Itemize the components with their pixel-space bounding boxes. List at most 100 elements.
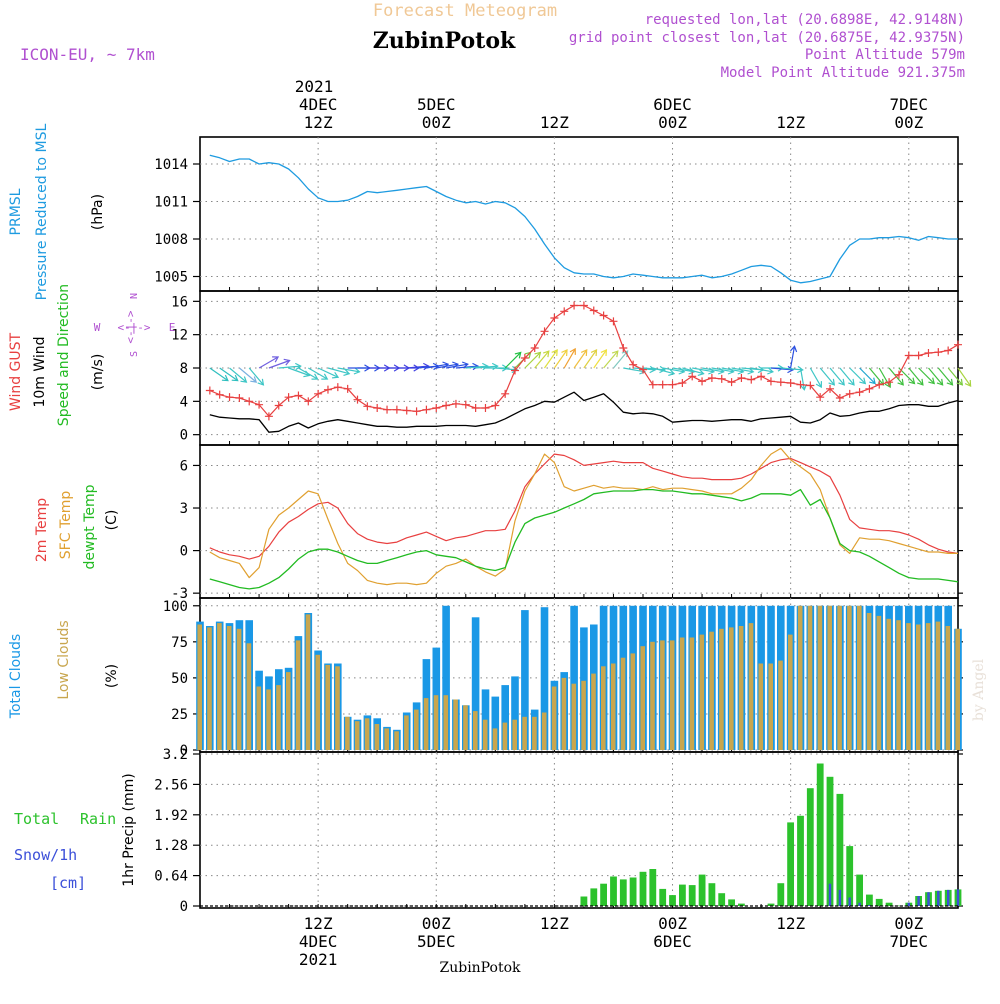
bottom-axis-hour: 00Z [894, 914, 923, 933]
gust-marker [806, 381, 815, 390]
wind-arrow-shaft [504, 351, 522, 369]
low-cloud-bar [286, 672, 291, 750]
wind-arrow-head [423, 362, 430, 371]
wind-arrow-head [250, 376, 258, 383]
wind-arrow-shaft [298, 367, 318, 380]
gust-marker [422, 405, 431, 414]
snow-bar [907, 902, 910, 906]
low-cloud-bar [354, 721, 360, 750]
y-tick-label: 3.2 [163, 747, 188, 763]
low-cloud-bar [384, 728, 389, 750]
low-cloud-bar [935, 621, 941, 750]
low-cloud-bar [345, 716, 350, 750]
wind-arrow-shaft [672, 367, 695, 373]
wind-arrow-shaft [288, 367, 310, 377]
pressure-line [209, 154, 958, 284]
total-cloud-bar [501, 685, 509, 750]
wind-arrow-head [283, 358, 291, 366]
snow-bar [828, 883, 832, 906]
wind-arrow-shaft [455, 365, 478, 369]
rain-bar [580, 896, 588, 906]
y-tick-label: 0 [180, 743, 188, 759]
low-cloud-bar [374, 724, 380, 750]
gust-marker [599, 311, 608, 320]
snow-bar [956, 889, 960, 906]
gust-marker [648, 380, 657, 389]
wind-arrow-head [787, 365, 795, 374]
wind-arrow-shaft [849, 367, 866, 385]
low-cloud-bar [226, 626, 232, 750]
rain-bar [875, 898, 883, 906]
wind-arrow-shaft [445, 363, 468, 369]
wind-arrow-shaft [839, 367, 855, 386]
gust-marker [865, 384, 874, 393]
wind-arrow-head [353, 367, 361, 375]
low-cloud-bar [709, 631, 714, 750]
dewpoint-line [209, 488, 959, 590]
gust-marker [934, 348, 943, 357]
wind-arrow-shaft [209, 367, 229, 382]
wind-arrow-shaft [780, 367, 803, 371]
bottom-axis-hour: 00Z [422, 914, 451, 933]
wind-arrow-shaft [307, 367, 328, 380]
wind-arrow-head [472, 362, 480, 371]
gust-marker [491, 401, 500, 410]
wind-arrow-head [231, 374, 239, 382]
rain-bar [718, 893, 726, 906]
bottom-axis-hour: 12Z [776, 914, 805, 933]
low-cloud-bar [916, 624, 921, 750]
gust-marker [264, 412, 273, 421]
low-cloud-bar [778, 660, 783, 750]
bottom-axis-date: 7DEC [890, 932, 929, 951]
gust-marker [205, 386, 214, 395]
low-cloud-bar [581, 680, 586, 750]
pressure-label-short: PRMSL [8, 188, 24, 235]
low-cloud-bar [325, 664, 330, 750]
wind-arrow-head [501, 364, 509, 372]
panel-frame [199, 136, 959, 292]
wind-arrow-shaft [268, 359, 290, 369]
rain-bar [708, 883, 716, 906]
gust-marker [520, 354, 529, 362]
gust-marker [816, 393, 825, 402]
wind-arrow-shaft [937, 367, 953, 386]
wind-arrow-head [257, 378, 265, 386]
low-cloud-bar [955, 628, 960, 750]
pressure-unit: (hPa) [90, 194, 106, 230]
low-cloud-bar [433, 695, 439, 750]
wind-direction-label: Speed and Direction [56, 284, 72, 426]
wind-arrow-head [799, 383, 808, 391]
y-tick-label: 16 [171, 294, 188, 310]
wind-arrow-shaft [790, 346, 796, 369]
gust-marker [619, 344, 628, 352]
low-cloud-bar [620, 657, 626, 750]
gust-marker [717, 374, 726, 383]
wind-arrow-shaft [258, 356, 279, 369]
low-cloud-bar [246, 643, 252, 750]
gust-marker [284, 393, 293, 402]
gust-marker [323, 385, 332, 394]
wind-arrow-head [964, 379, 972, 387]
gust-marker [579, 301, 588, 310]
top-axis-date: 4DEC [299, 95, 338, 114]
low-cloud-bar [650, 641, 655, 750]
pressure-label-long: Pressure Reduced to MSL [34, 123, 50, 300]
low-cloud-bar [541, 712, 547, 750]
rain-bar [649, 869, 657, 906]
rain-bar [698, 874, 706, 906]
point-altitude: Point Altitude 579m [805, 47, 965, 63]
rain-bar [738, 903, 745, 906]
low-cloud-bar [640, 646, 645, 750]
wind10-label: 10m Wind [32, 336, 48, 407]
wind-arrow-shaft [878, 367, 891, 388]
top-axis-hour: 00Z [422, 113, 451, 132]
panel-frame [199, 751, 959, 909]
wind-arrows [209, 345, 972, 391]
gust-marker [688, 372, 697, 381]
top-axis-date: 6DEC [653, 95, 692, 114]
gust-marker [609, 317, 618, 326]
total-cloud-bar [471, 617, 480, 750]
wind-arrow-head [908, 377, 916, 385]
